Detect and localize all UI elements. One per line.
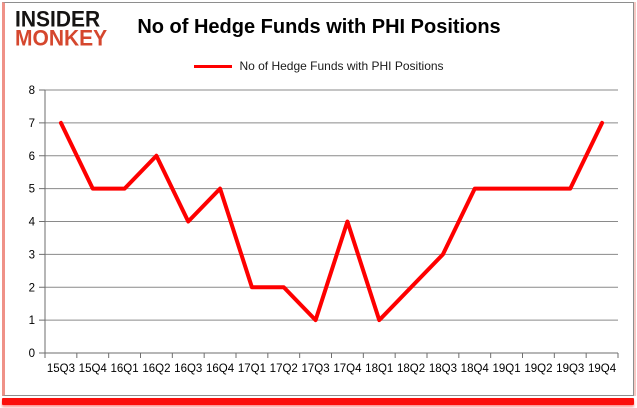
y-axis-label: 5 bbox=[29, 184, 35, 196]
x-axis-label: 17Q1 bbox=[238, 363, 266, 375]
y-axis-label: 7 bbox=[29, 118, 35, 130]
x-axis-label: 15Q4 bbox=[79, 363, 108, 375]
y-axis-label: 1 bbox=[29, 315, 35, 327]
x-axis-label: 16Q4 bbox=[206, 363, 235, 375]
x-axis-label: 17Q4 bbox=[333, 363, 362, 375]
chart-card: INSIDER MONKEY No of Hedge Funds with PH… bbox=[2, 2, 634, 396]
legend-line-swatch bbox=[194, 64, 233, 68]
x-axis-label: 16Q2 bbox=[142, 363, 170, 375]
y-axis-label: 2 bbox=[29, 282, 35, 294]
x-axis-label: 16Q3 bbox=[174, 363, 202, 375]
x-axis-label: 15Q3 bbox=[47, 363, 75, 375]
x-axis-label: 19Q3 bbox=[556, 363, 584, 375]
series-line bbox=[58, 120, 605, 323]
x-axis-label: 19Q1 bbox=[493, 363, 521, 375]
x-axis-label: 18Q4 bbox=[461, 363, 490, 375]
x-axis-label: 16Q1 bbox=[111, 363, 139, 375]
line-chart: 0 1 2 3 4 5 6 7 8 15Q3 15Q4 16Q1 16Q2 16Q3 16Q4 17Q1 17Q… bbox=[29, 85, 619, 375]
x-axis-label: 17Q3 bbox=[302, 363, 330, 375]
x-axis-label: 18Q3 bbox=[429, 363, 457, 375]
legend-label: No of Hedge Funds with PHI Positions bbox=[239, 59, 444, 73]
insider-monkey-logo: INSIDER MONKEY bbox=[15, 7, 108, 51]
y-axis-label: 6 bbox=[29, 151, 35, 163]
x-axis-label: 19Q2 bbox=[524, 363, 552, 375]
x-axis-label: 18Q1 bbox=[365, 363, 393, 375]
frame-bottom-accent bbox=[2, 398, 634, 405]
logo-line-insider: INSIDER bbox=[15, 7, 101, 32]
x-axis-label: 19Q4 bbox=[588, 363, 617, 375]
y-axis-label: 4 bbox=[29, 217, 36, 229]
y-axis-label: 0 bbox=[29, 348, 35, 360]
page-title: No of Hedge Funds with PHI Positions bbox=[137, 16, 501, 38]
x-axis-label: 17Q2 bbox=[270, 363, 298, 375]
y-axis-label: 3 bbox=[29, 249, 35, 261]
y-axis-label: 8 bbox=[29, 85, 35, 97]
x-axis-label: 18Q2 bbox=[397, 363, 425, 375]
logo-line-monkey: MONKEY bbox=[15, 26, 108, 51]
legend: No of Hedge Funds with PHI Positions bbox=[5, 59, 633, 73]
